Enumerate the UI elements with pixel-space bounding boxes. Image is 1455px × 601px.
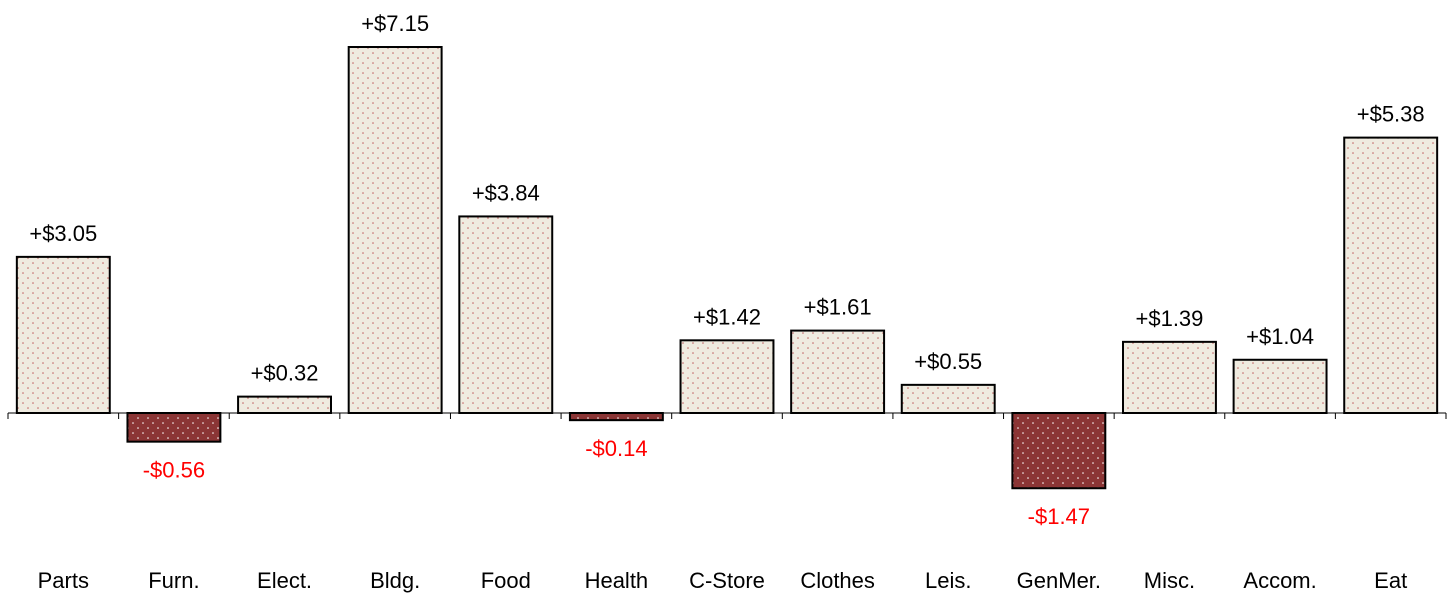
bar-pattern	[458, 215, 554, 414]
value-label: +$0.55	[914, 349, 982, 374]
x-tick-label: Accom.	[1243, 568, 1316, 593]
x-tick-label: GenMer.	[1017, 568, 1101, 593]
x-tick-label: Food	[481, 568, 531, 593]
bar-pattern	[568, 412, 664, 422]
value-label: +$3.84	[472, 180, 540, 205]
value-label: +$1.39	[1136, 306, 1204, 331]
value-label: +$1.61	[804, 295, 872, 320]
value-label: +$0.32	[251, 361, 319, 386]
value-label: -$0.56	[143, 458, 205, 483]
x-tick-label: Eat	[1374, 568, 1407, 593]
x-tick-label: Health	[585, 568, 649, 593]
bar-pattern	[126, 412, 222, 443]
bar-pattern	[900, 383, 996, 415]
bar-pattern	[679, 339, 775, 414]
value-label: +$1.04	[1246, 324, 1314, 349]
bar-pattern	[790, 329, 886, 415]
bar-pattern	[1122, 340, 1217, 415]
value-label: +$1.42	[693, 304, 761, 329]
value-label: +$5.38	[1357, 102, 1425, 127]
x-tick-label: Furn.	[148, 568, 199, 593]
bar-pattern	[15, 255, 111, 414]
value-label: -$0.14	[585, 436, 647, 461]
value-label: +$7.15	[361, 11, 429, 36]
bar-pattern	[347, 46, 443, 414]
bar-pattern	[1343, 136, 1439, 415]
bar-pattern	[1011, 412, 1107, 490]
bar-pattern	[237, 395, 332, 414]
value-label: +$3.05	[29, 221, 97, 246]
x-tick-label: Clothes	[800, 568, 875, 593]
x-tick-label: Leis.	[925, 568, 971, 593]
bar-pattern	[1232, 358, 1328, 415]
x-tick-label: Bldg.	[370, 568, 420, 593]
x-tick-label: Misc.	[1144, 568, 1195, 593]
value-label: -$1.47	[1028, 504, 1090, 529]
x-tick-label: C-Store	[689, 568, 765, 593]
x-tick-label: Parts	[38, 568, 89, 593]
x-tick-label: Elect.	[257, 568, 312, 593]
